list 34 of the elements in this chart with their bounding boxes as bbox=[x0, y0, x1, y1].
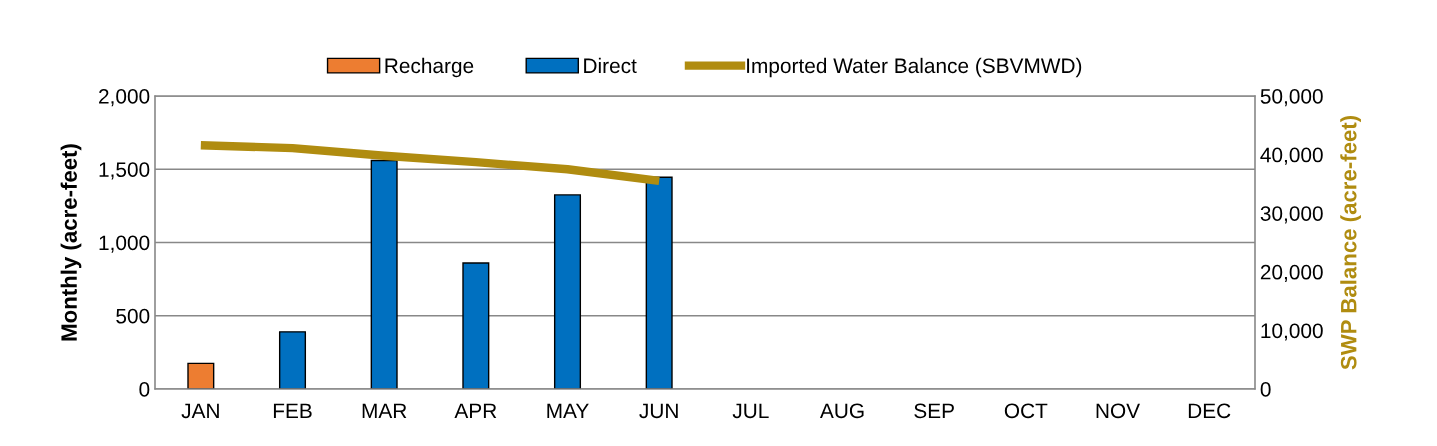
y2-tick-label: 50,000 bbox=[1260, 89, 1323, 107]
y2-tick-label: 30,000 bbox=[1260, 206, 1323, 224]
bar bbox=[278, 331, 307, 389]
y-tick-label: 0 bbox=[139, 382, 150, 397]
x-tick-label: JAN bbox=[181, 403, 219, 419]
x-tick-label: NOV bbox=[1096, 403, 1140, 419]
y-tick-label: 500 bbox=[116, 308, 150, 324]
y-tick-label: 2,000 bbox=[99, 89, 150, 107]
legend-label: Imported Water Balance (SBVMWD) bbox=[747, 57, 1082, 78]
legend-label: Recharge bbox=[385, 57, 474, 78]
x-tick-label: APR bbox=[454, 403, 497, 418]
y2-tick-label: 10,000 bbox=[1261, 323, 1323, 341]
x-tick-label: JUL bbox=[732, 403, 769, 419]
x-tick-label: AUG bbox=[819, 403, 864, 419]
bar bbox=[370, 159, 398, 389]
y-tick-label: 1,500 bbox=[99, 162, 150, 180]
legend-label: Direct bbox=[584, 57, 637, 74]
x-tick-label: FEB bbox=[273, 403, 312, 418]
y-tick-label: 1,000 bbox=[99, 235, 150, 253]
x-tick-label: OCT bbox=[1004, 403, 1048, 419]
bar bbox=[645, 176, 673, 389]
y2-tick-label: 40,000 bbox=[1260, 147, 1323, 165]
x-tick-label: SEP bbox=[914, 403, 954, 419]
bar bbox=[187, 362, 215, 389]
y2-axis-title: SWP Balance (acre-feet) bbox=[1340, 115, 1361, 370]
bar bbox=[553, 194, 582, 389]
x-tick-label: JUN bbox=[639, 403, 678, 419]
x-tick-label: DEC bbox=[1188, 403, 1231, 419]
x-tick-label: MAY bbox=[547, 403, 589, 418]
y-axis-title: Monthly (acre-feet) bbox=[60, 144, 82, 341]
y2-tick-label: 20,000 bbox=[1260, 264, 1323, 283]
y2-tick-label: 0 bbox=[1260, 382, 1271, 397]
x-tick-label: MAR bbox=[362, 403, 407, 418]
bar bbox=[462, 262, 490, 389]
